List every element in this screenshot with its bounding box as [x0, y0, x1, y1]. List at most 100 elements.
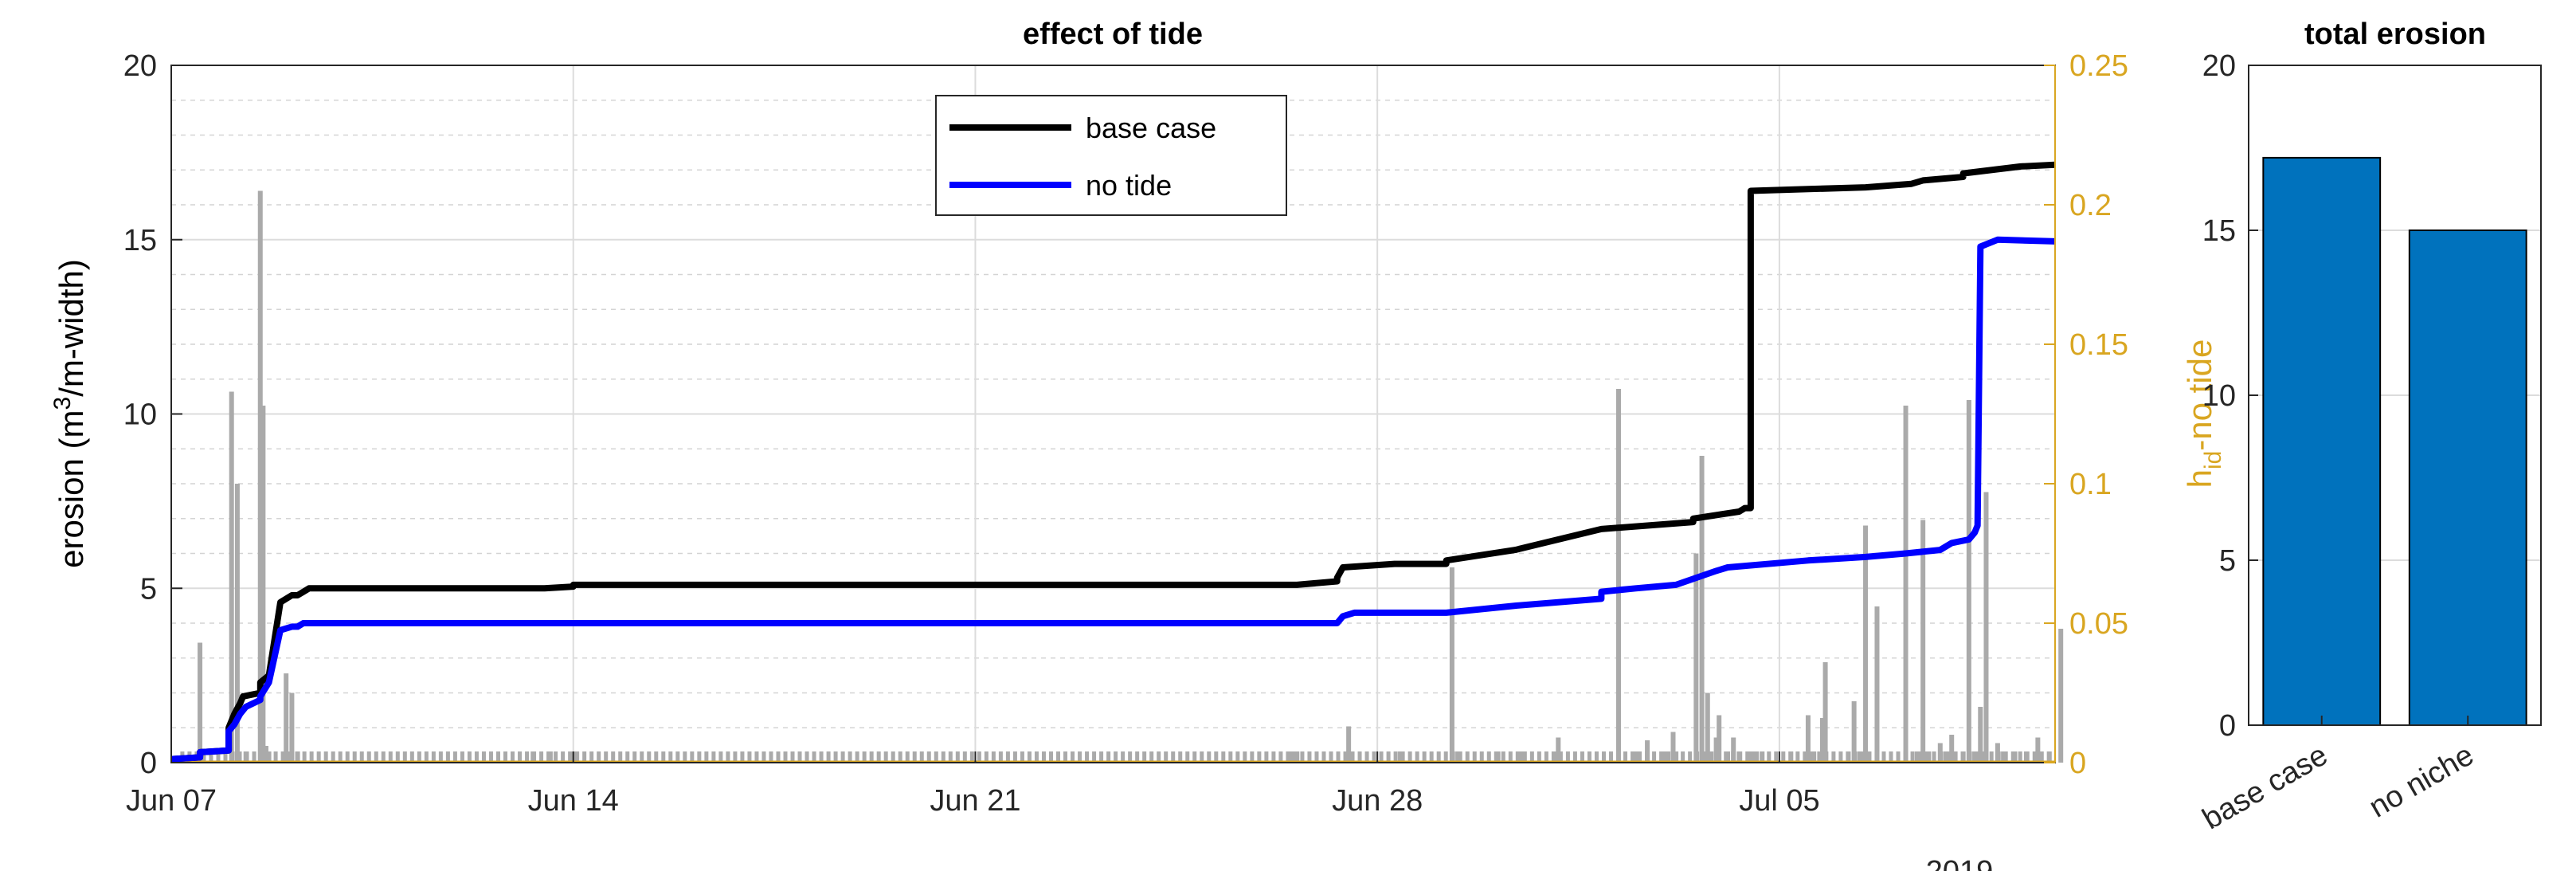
main-y-tick-label: 10 [123, 398, 157, 432]
main-hid-baseline-bar [1336, 751, 1341, 763]
main-hid-baseline-bar [1071, 751, 1075, 763]
main-hid-baseline-bar [1063, 751, 1068, 763]
main-hid-baseline-bar [919, 751, 924, 763]
main-hid-baseline-bar [1286, 751, 1290, 763]
main-hid-baseline-bar [460, 751, 464, 763]
main-hid-bar [289, 692, 295, 763]
main-hid-baseline-bar [1343, 751, 1348, 763]
main-hid-baseline-bar [1989, 751, 1994, 763]
main-hid-baseline-bar [309, 751, 314, 763]
main-hid-bar [1713, 737, 1719, 763]
main-hid-baseline-bar [575, 751, 580, 763]
main-hid-baseline-bar [1329, 751, 1333, 763]
main-y-tick-label: 15 [123, 224, 157, 257]
main-hid-baseline-bar [1817, 751, 1822, 763]
main-hid-bar [198, 642, 203, 763]
main-hid-baseline-bar [1300, 751, 1305, 763]
main-hid-baseline-bar [1092, 751, 1097, 763]
main-hid-baseline-bar [654, 751, 659, 763]
main-hid-bar [1811, 751, 1817, 763]
main-hid-baseline-bar [1099, 751, 1104, 763]
main-hid-baseline-bar [539, 751, 544, 763]
main-hid-baseline-bar [1114, 751, 1118, 763]
main-hid-baseline-bar [481, 751, 486, 763]
main-hid-baseline-bar [711, 751, 716, 763]
main-hid-baseline-bar [876, 751, 881, 763]
main-ylabel-sup: 3 [49, 397, 76, 410]
main-y2-tick-label: 0.25 [2069, 49, 2128, 83]
main-hid-baseline-bar [1048, 751, 1053, 763]
main-hid-baseline-bar [216, 751, 221, 763]
main-hid-baseline-bar [1831, 751, 1836, 763]
main-hid-baseline-bar [1056, 751, 1061, 763]
main-hid-baseline-bar [1781, 751, 1786, 763]
main-hid-bar [1926, 751, 1932, 763]
main-hid-baseline-bar [1171, 751, 1176, 763]
main-hid-bar [2012, 751, 2018, 763]
main-hid-baseline-bar [223, 751, 228, 763]
main-hid-baseline-bar [1946, 751, 1951, 763]
main-hid-bar [229, 391, 234, 763]
main-hid-baseline-bar [1652, 751, 1657, 763]
main-hid-baseline-bar [597, 751, 601, 763]
main-hid-baseline-bar [302, 751, 307, 763]
main-hid-baseline-bar [359, 751, 364, 763]
main-hid-baseline-bar [1515, 751, 1520, 763]
main-hid-baseline-bar [661, 751, 666, 763]
main-erosion-lines [170, 161, 2056, 763]
main-y2-tick-label: 0.1 [2069, 468, 2112, 501]
main-hid-bars [171, 190, 2064, 763]
main-y-tick-label: 0 [140, 747, 157, 780]
main-hid-bar [1937, 743, 1943, 763]
main-hid-baseline-bar [697, 751, 702, 763]
main-hid-baseline-bar [668, 751, 673, 763]
main-hid-baseline-bar [833, 751, 838, 763]
main-hid-bar [1556, 737, 1561, 763]
main-hid-baseline-bar [883, 751, 888, 763]
main-hid-baseline-bar [1307, 751, 1312, 763]
main-hid-baseline-bar [1867, 751, 1872, 763]
main-hid-bar [1851, 701, 1857, 763]
main-hid-baseline-bar [1415, 751, 1419, 763]
main-hid-bar [1914, 751, 1920, 763]
main-hid-baseline-bar [683, 751, 687, 763]
main-hid-baseline-bar [812, 751, 816, 763]
main-hid-baseline-bar [1601, 751, 1606, 763]
main-hid-baseline-bar [1034, 751, 1039, 763]
main-hid-bar [2023, 751, 2029, 763]
main-hid-bar [1846, 751, 1851, 763]
main-hid-baseline-bar [1364, 751, 1369, 763]
main-hid-baseline-bar [495, 751, 500, 763]
main-hid-baseline-bar [855, 751, 859, 763]
main-hid-baseline-bar [1400, 751, 1405, 763]
bar-y-tick-label: 20 [2202, 49, 2236, 83]
bar-base-case [2262, 156, 2382, 727]
main-hid-baseline-bar [1321, 751, 1326, 763]
main-hid-baseline-bar [1012, 751, 1017, 763]
main-hid-baseline-bar [323, 751, 328, 763]
main-hid-baseline-bar [561, 751, 566, 763]
main-x-tick-label: Jun 07 [126, 784, 217, 818]
main-hid-baseline-bar [1235, 751, 1240, 763]
main-hid-bar [1552, 751, 1558, 763]
main-hid-baseline-bar [1896, 751, 1901, 763]
main-hid-bar [1674, 751, 1679, 763]
main-hid-baseline-bar [237, 751, 242, 763]
main-hid-baseline-bar [1774, 751, 1779, 763]
main-hid-baseline-bar [998, 751, 1003, 763]
main-hid-bar [1693, 553, 1699, 763]
main-hid-bar [1662, 751, 1667, 763]
main-hid-bar [260, 406, 266, 763]
main-hid-bar [1645, 740, 1650, 763]
main-hid-baseline-bar [1178, 751, 1183, 763]
legend-box [935, 95, 1287, 216]
main-hid-baseline-bar [1422, 751, 1427, 763]
main-hid-baseline-bar [1594, 751, 1599, 763]
main-hid-bar [1495, 751, 1501, 763]
main-hid-baseline-bar [632, 751, 637, 763]
main-hid-baseline-bar [826, 751, 831, 763]
main-hid-baseline-bar [1608, 751, 1613, 763]
main-title: effect of tide [1023, 18, 1203, 51]
main-hid-baseline-bar [280, 751, 285, 763]
